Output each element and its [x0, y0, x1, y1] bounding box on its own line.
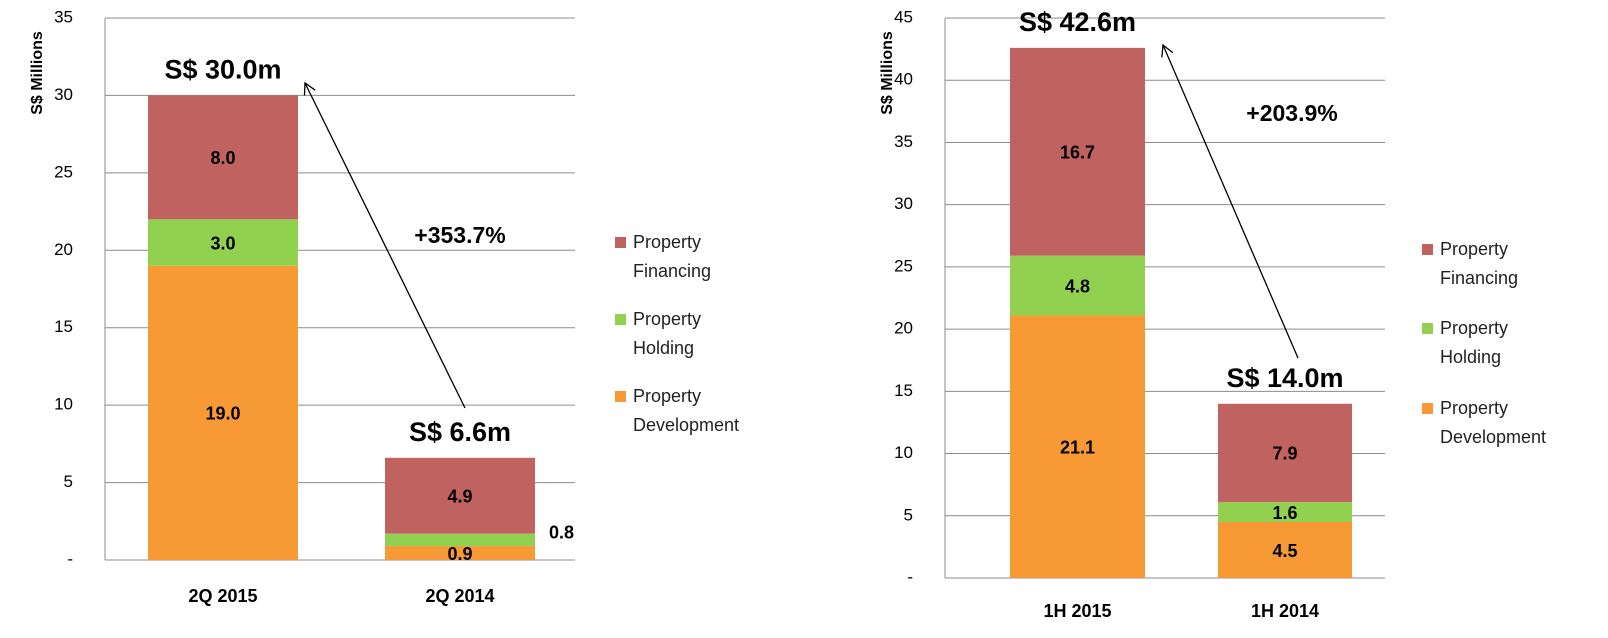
- value-label: 3.0: [210, 233, 235, 253]
- y-tick-label: 35: [894, 132, 913, 151]
- legend-item: Property Financing: [615, 228, 763, 286]
- legend-swatch: [1422, 403, 1433, 414]
- legend-item: Property Financing: [1422, 235, 1570, 293]
- legend-swatch: [1422, 244, 1433, 255]
- bar-segment: [385, 546, 535, 560]
- value-label: 1.6: [1272, 503, 1297, 523]
- y-tick-label: 5: [904, 505, 913, 524]
- x-tick-label: 1H 2015: [1043, 601, 1111, 621]
- bar-segment: [148, 219, 298, 266]
- legend-label: Property Development: [1440, 398, 1547, 447]
- y-tick-label: 15: [894, 381, 913, 400]
- total-label: S$ 30.0m: [164, 55, 281, 85]
- x-tick-label: 2Q 2014: [425, 586, 494, 606]
- y-tick-label: 10: [894, 443, 913, 462]
- arrow: [303, 81, 466, 409]
- legend-item: Property Development: [1422, 394, 1570, 452]
- legend-label: Property Financing: [633, 232, 712, 281]
- legend-item: Property Holding: [615, 305, 763, 363]
- bar-segment: [1218, 403, 1352, 503]
- x-tick-label: 1H 2014: [1251, 601, 1319, 621]
- value-label: 16.7: [1060, 143, 1095, 163]
- legend-label: Property Financing: [1440, 239, 1519, 288]
- y-tick-label: -: [907, 567, 913, 586]
- legend-item: Property Development: [615, 382, 763, 440]
- legend-swatch: [1422, 323, 1433, 334]
- bar-segment: [148, 95, 298, 220]
- total-label: S$ 14.0m: [1226, 363, 1343, 393]
- y-tick-label: 25: [894, 256, 913, 275]
- value-label: 4.5: [1272, 541, 1297, 561]
- y-tick-label: -: [67, 549, 73, 568]
- legend-swatch: [615, 314, 626, 325]
- bar-segment: [1010, 47, 1145, 256]
- legend-label: Property Holding: [1440, 318, 1509, 367]
- legend-label: Property Development: [633, 386, 740, 435]
- bar-segment: [1010, 255, 1145, 316]
- total-label: S$ 42.6m: [1019, 7, 1136, 37]
- legend-swatch: [615, 237, 626, 248]
- y-tick-label: 30: [54, 85, 73, 104]
- arrow: [1161, 43, 1299, 359]
- growth-annotation: +203.9%: [1246, 100, 1337, 126]
- legend-label: Property Holding: [633, 309, 702, 358]
- y-tick-label: 45: [894, 7, 913, 26]
- value-label: 19.0: [205, 404, 240, 424]
- y-tick-label: 25: [54, 162, 73, 181]
- y-tick-label: 35: [54, 7, 73, 26]
- value-label: 8.0: [210, 148, 235, 168]
- bar-segment: [1010, 315, 1145, 578]
- y-tick-label: 10: [54, 395, 73, 414]
- bar-segment: [148, 265, 298, 560]
- y-tick-label: 40: [894, 70, 913, 89]
- value-label: 0.8: [549, 523, 574, 543]
- bar-segment: [385, 457, 535, 534]
- bar-segment: [1218, 502, 1352, 522]
- y-tick-label: 20: [894, 319, 913, 338]
- legend-item: Property Holding: [1422, 314, 1570, 372]
- y-axis-label: S$ Millions: [879, 31, 896, 115]
- y-tick-label: 20: [54, 240, 73, 259]
- y-tick-label: 15: [54, 317, 73, 336]
- value-label: 4.9: [447, 486, 472, 506]
- x-tick-label: 2Q 2015: [188, 586, 257, 606]
- bar-segment: [1218, 522, 1352, 578]
- bar-segment: [385, 533, 535, 547]
- growth-annotation: +353.7%: [414, 222, 505, 248]
- value-label: 0.9: [447, 544, 472, 564]
- total-label: S$ 6.6m: [409, 417, 511, 447]
- legend-swatch: [615, 391, 626, 402]
- y-tick-label: 30: [894, 194, 913, 213]
- value-label: 7.9: [1272, 444, 1297, 464]
- value-label: 4.8: [1065, 276, 1090, 296]
- y-tick-label: 5: [64, 472, 73, 491]
- y-axis-label: S$ Millions: [29, 31, 46, 115]
- value-label: 21.1: [1060, 437, 1095, 457]
